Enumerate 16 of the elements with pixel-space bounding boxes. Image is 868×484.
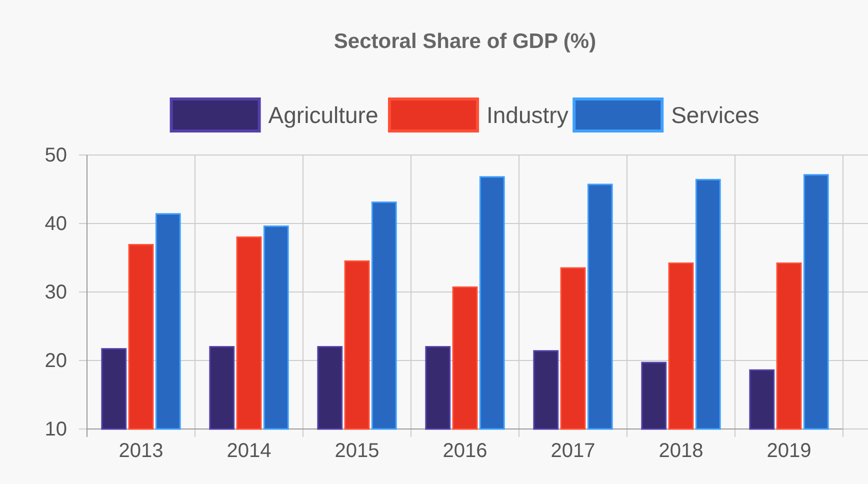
x-tick-label: 2014 [226, 440, 272, 462]
y-tick-label: 10 [44, 418, 67, 440]
y-tick-label: 30 [44, 281, 67, 304]
y-tick-label: 20 [44, 350, 67, 372]
x-tick-label: 2013 [118, 440, 164, 462]
legend-label: Services [671, 102, 760, 128]
x-tick-label: 2015 [334, 440, 380, 462]
y-tick-label: 50 [44, 144, 67, 166]
x-tick-label: 2018 [658, 440, 704, 462]
legend-label: Agriculture [268, 102, 378, 128]
y-tick-label: 40 [44, 212, 67, 235]
chart-title: Sectoral Share of GDP (%) [334, 30, 596, 53]
x-tick-label: 2017 [550, 440, 596, 462]
x-tick-label: 2016 [442, 440, 488, 462]
legend-label: Industry [486, 102, 569, 128]
x-tick-label: 2019 [766, 440, 812, 462]
